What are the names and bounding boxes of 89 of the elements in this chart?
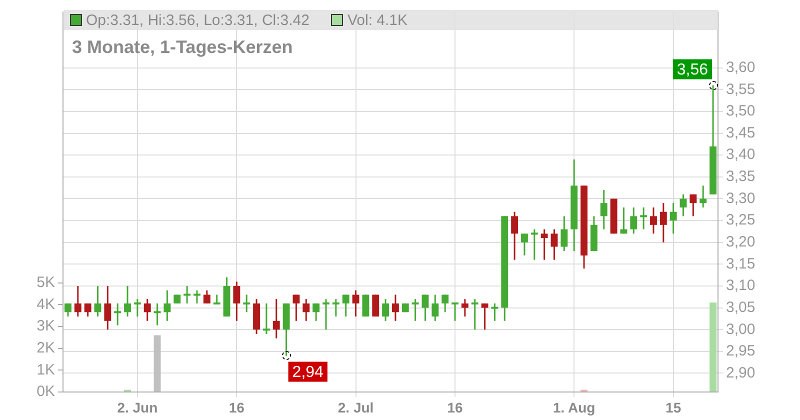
candlestick [481, 302, 488, 330]
y2-tick-label: 3K [36, 318, 55, 335]
x-tick-label: 2. Jul [338, 399, 374, 416]
candlestick [302, 298, 310, 322]
candlestick [452, 302, 458, 322]
candlestick [670, 202, 677, 234]
candlestick [184, 285, 191, 304]
candlestick [243, 294, 250, 313]
candlestick [422, 294, 429, 322]
y-tick-label: 3,00 [726, 320, 756, 338]
candlestick [262, 302, 270, 335]
y-tick-label: 3,20 [726, 233, 756, 250]
candlestick [312, 302, 320, 322]
y-tick-label: 3,45 [726, 124, 756, 142]
candlestick [194, 290, 200, 304]
y-tick-label: 2,90 [726, 364, 756, 382]
candlestick [650, 206, 657, 234]
y-tick-label: 2,95 [726, 342, 756, 360]
candlestick [442, 294, 449, 313]
y-tick-label: 3,15 [726, 255, 756, 272]
candlestick [362, 294, 370, 318]
y2-tick-label: 1K [36, 361, 55, 378]
candlestick [104, 285, 112, 330]
candlestick [332, 298, 340, 318]
candlestick [690, 194, 697, 217]
y-tick-label: 3,50 [726, 102, 756, 120]
text: 3 Monate, 1-Tages-Kerzen [72, 37, 293, 58]
candlestick [491, 302, 498, 322]
candlestick [471, 298, 478, 330]
y2-tick-label: 2K [36, 339, 55, 356]
candlestick [164, 290, 171, 322]
x-tick-label: 16 [228, 399, 245, 416]
candlestick [272, 298, 280, 340]
legend-label: Vol: 4.1K [347, 12, 408, 28]
bar [154, 335, 161, 392]
candlestick [144, 298, 151, 322]
candlestick [412, 298, 419, 322]
y-tick-label: 3,05 [726, 298, 756, 316]
candlestick [680, 194, 687, 217]
y2-tick-label: 4K [36, 296, 55, 313]
candlestick [64, 302, 72, 318]
candlestick [540, 228, 548, 261]
candlestick [530, 228, 538, 261]
bar [710, 302, 717, 392]
y-tick-label: 3,30 [726, 190, 756, 207]
candlestick [511, 211, 518, 261]
candlestick [640, 206, 648, 230]
candlestick [620, 206, 628, 234]
candlestick [660, 202, 667, 244]
candlestick [74, 285, 82, 318]
candlestick [550, 228, 558, 261]
annotation: 3,56 [676, 62, 708, 79]
y-tick-label: 3,40 [726, 146, 756, 164]
y-tick-label: 3,10 [726, 277, 756, 294]
candlestick [84, 302, 92, 318]
candlestick [352, 290, 360, 318]
x-tick-label: 15 [666, 399, 682, 416]
candlestick [233, 280, 240, 322]
y-tick-label: 3,55 [726, 80, 756, 98]
legend-label: Op:3.31, Hi:3.56, Lo:3.31, Cl:3.42 [86, 12, 310, 28]
candlestick [382, 298, 390, 322]
x-tick-label: 1. Aug [552, 399, 596, 416]
candlestick [521, 232, 528, 256]
candlestick [600, 189, 608, 230]
candlestick [154, 302, 161, 326]
candlestick [372, 294, 380, 318]
candlestick [203, 290, 210, 304]
candlestick [134, 298, 141, 318]
y-tick-label: 3,60 [726, 58, 756, 76]
candlestick [94, 285, 102, 318]
candlestick [322, 298, 330, 330]
candlestick [342, 294, 350, 318]
y2-tick-label: 0K [36, 383, 55, 400]
x-tick-label: 16 [447, 399, 464, 416]
candlestick [560, 215, 568, 252]
y-tick-label: 3,35 [726, 168, 756, 186]
candlestick [432, 294, 439, 322]
y-tick-label: 3,25 [726, 212, 756, 229]
candlestick [630, 206, 638, 234]
candlestick [124, 285, 131, 318]
candlestick [392, 294, 399, 322]
y2-tick-label: 5K [36, 274, 55, 291]
candlestick [213, 294, 220, 304]
candlestick [700, 184, 707, 208]
candlestick [292, 294, 300, 322]
annotation: 2,94 [292, 364, 324, 382]
x-tick-label: 2. Jun [117, 399, 158, 416]
candlestick [114, 302, 122, 326]
candlestick [461, 298, 468, 318]
